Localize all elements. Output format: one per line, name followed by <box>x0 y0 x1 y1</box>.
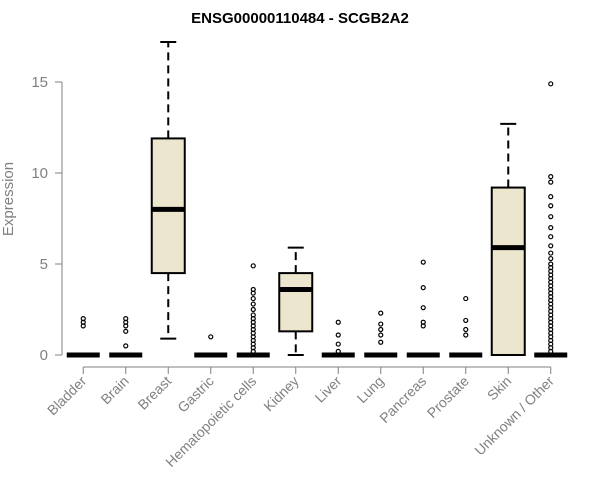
chart-title: ENSG00000110484 - SCGB2A2 <box>191 10 409 27</box>
outlier-point <box>208 334 214 340</box>
box-iqr <box>150 137 186 275</box>
outlier-point <box>548 203 554 209</box>
outlier-point <box>378 310 384 316</box>
box-3 <box>194 334 228 358</box>
outlier-point <box>335 332 341 338</box>
outlier-point <box>335 319 341 325</box>
box-10 <box>490 122 526 356</box>
outlier-point <box>548 194 554 200</box>
box-4 <box>236 263 270 358</box>
outlier-point <box>420 285 426 291</box>
outlier-point <box>548 261 554 267</box>
y-tick-label: 5 <box>40 256 48 273</box>
x-tick-label: Breast <box>134 373 174 413</box>
box-5 <box>278 246 314 356</box>
outlier-point <box>548 243 554 249</box>
outlier-point <box>463 317 469 324</box>
x-tick-label: Unknown / Other <box>471 373 557 459</box>
outlier-point <box>548 81 554 87</box>
outlier-point <box>335 341 341 347</box>
x-tick-label: Skin <box>484 373 515 404</box>
y-tick-label: 15 <box>31 74 48 91</box>
outlier-point <box>548 214 554 220</box>
x-tick-label: Brain <box>97 373 131 407</box>
outlier-point <box>250 301 256 307</box>
box-9 <box>449 295 483 358</box>
box-7 <box>364 310 398 358</box>
outlier-point <box>250 312 256 318</box>
box-iqr <box>278 272 314 333</box>
outlier-point <box>378 326 384 333</box>
box-2 <box>150 40 186 340</box>
outlier-point <box>250 295 256 302</box>
box-8 <box>406 259 440 358</box>
outlier-point <box>250 263 256 269</box>
box-iqr <box>490 186 526 356</box>
outlier-point <box>548 234 554 240</box>
outlier-point <box>335 348 341 354</box>
outlier-point <box>463 326 469 333</box>
outlier-point <box>123 343 129 349</box>
y-axis-label: Expression <box>0 162 17 236</box>
x-tick-label: Liver <box>312 373 345 406</box>
outlier-point <box>420 259 426 265</box>
outlier-point <box>463 332 469 338</box>
box-11 <box>534 81 568 358</box>
x-tick-label: Lung <box>354 373 387 406</box>
outlier-point <box>123 316 129 322</box>
outlier-point <box>463 295 469 302</box>
box-0 <box>66 316 100 358</box>
box-1 <box>109 316 143 358</box>
outlier-point <box>123 328 129 334</box>
y-tick-label: 10 <box>31 165 48 182</box>
x-tick-label: Bladder <box>44 373 90 419</box>
outlier-point <box>548 225 554 231</box>
box-series <box>66 40 568 358</box>
x-tick-label: Kidney <box>260 373 302 415</box>
outlier-point <box>548 174 554 180</box>
outlier-point <box>420 305 426 311</box>
outlier-point <box>420 319 426 325</box>
outlier-point <box>378 332 384 338</box>
box-6 <box>321 319 355 358</box>
x-tick-label: Prostate <box>424 373 472 421</box>
outlier-point <box>548 250 554 256</box>
outlier-point <box>378 339 384 345</box>
outlier-point <box>378 321 384 327</box>
x-tick-label: Pancreas <box>376 373 429 426</box>
outlier-point <box>548 255 554 262</box>
y-axis: 0 5 10 15 <box>31 74 63 364</box>
y-tick-label: 0 <box>40 347 48 364</box>
outlier-point <box>548 179 554 185</box>
outlier-point <box>250 286 256 293</box>
outlier-point <box>250 306 256 313</box>
outlier-point <box>80 316 86 322</box>
